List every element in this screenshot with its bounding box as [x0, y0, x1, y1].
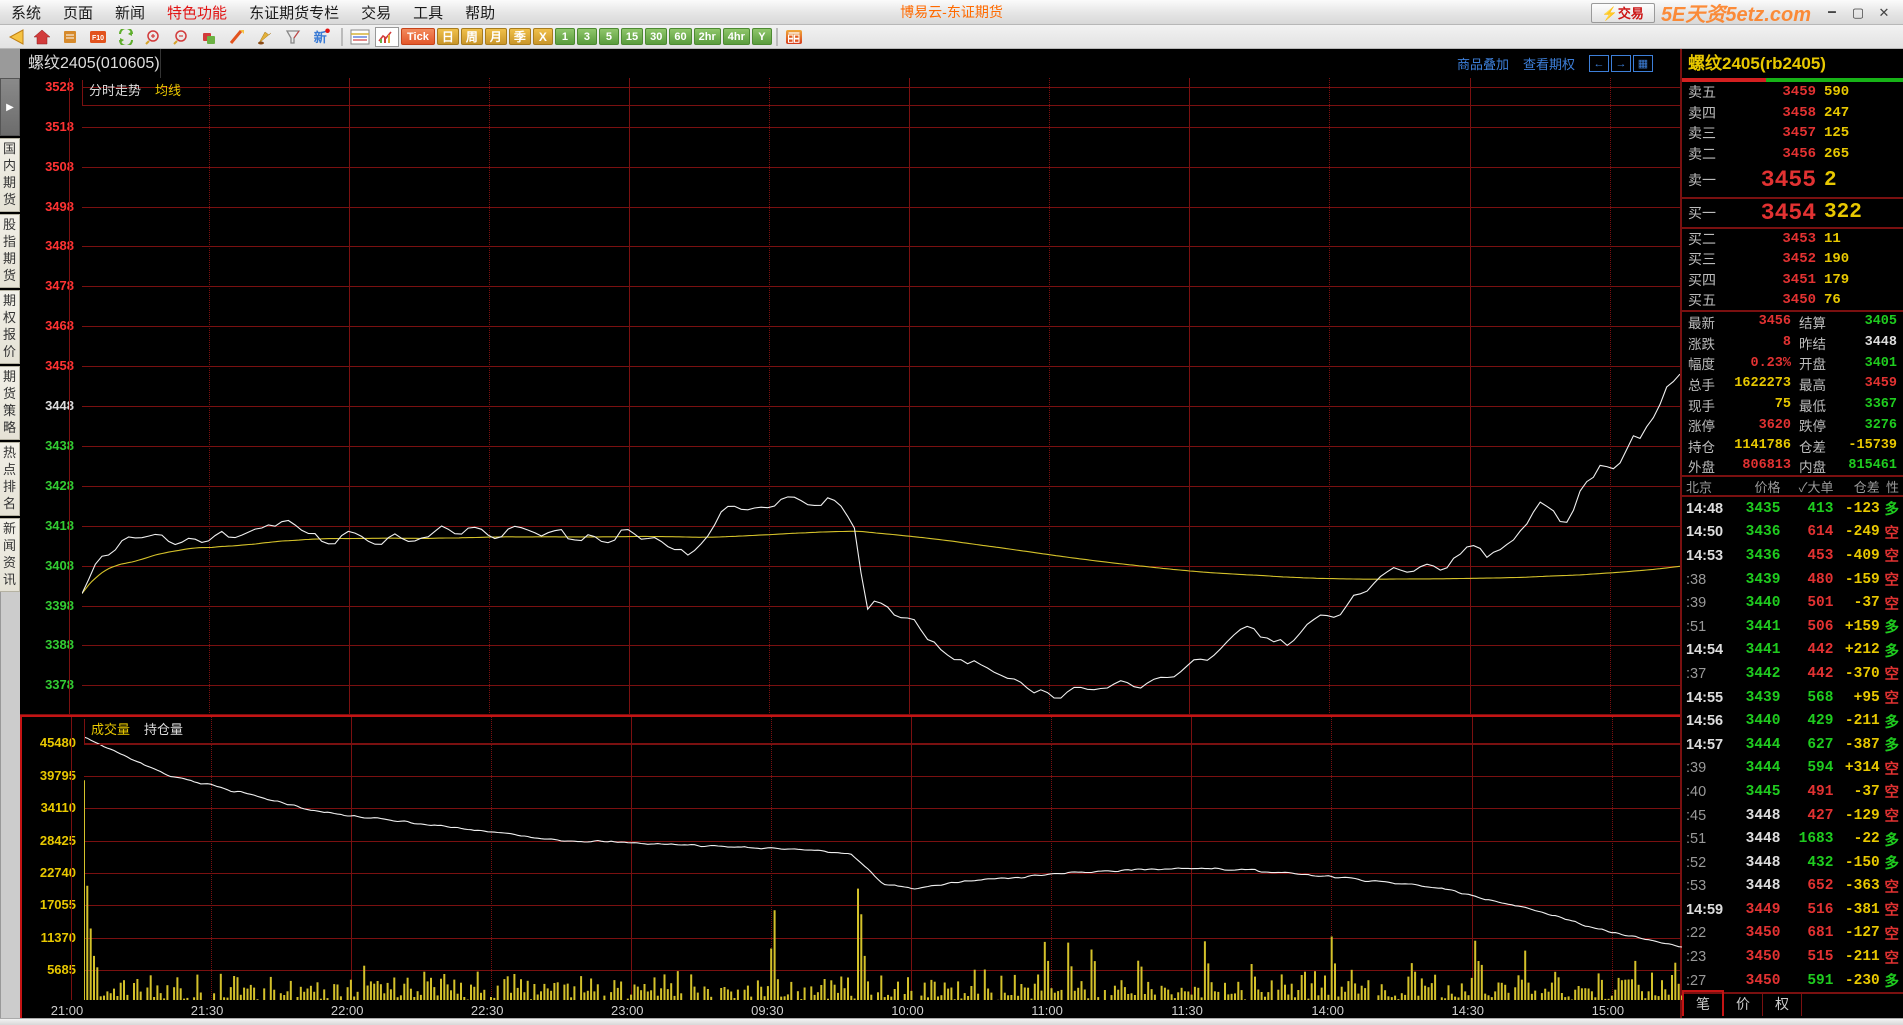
svg-text:F10: F10 [92, 35, 104, 42]
